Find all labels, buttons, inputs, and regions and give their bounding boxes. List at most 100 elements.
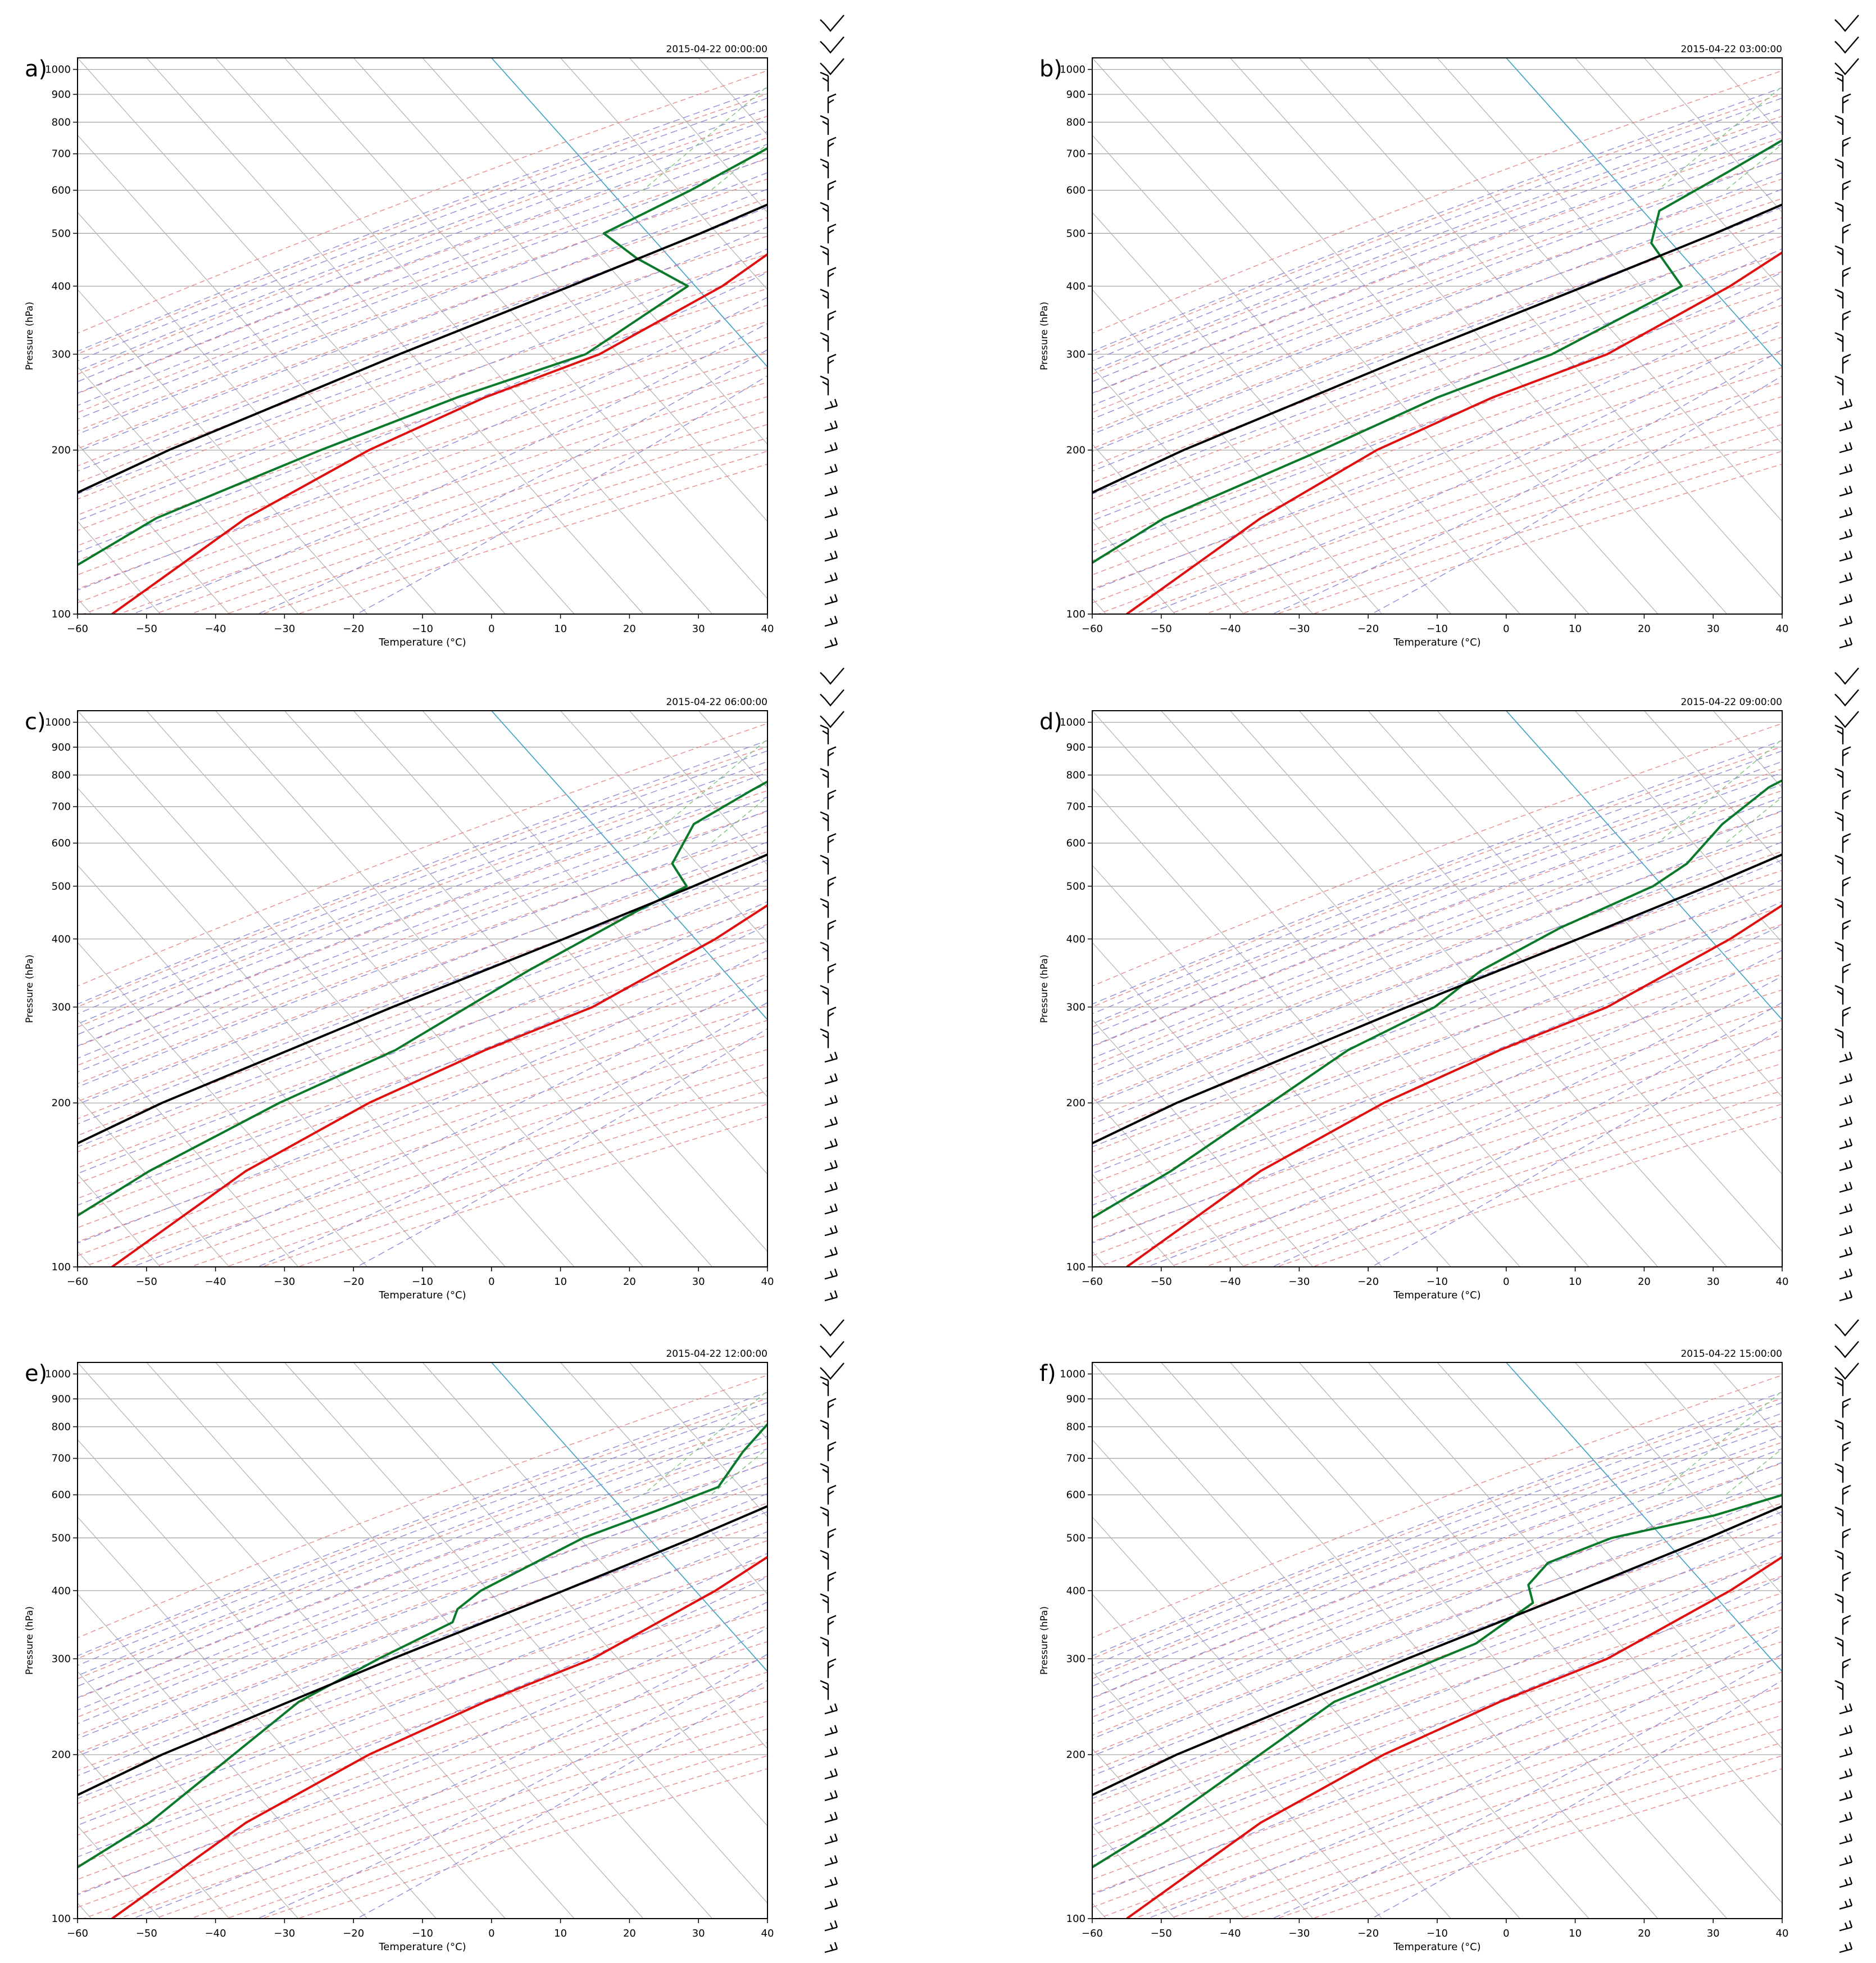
wind-barb [824, 1942, 838, 1953]
wind-barb [827, 920, 837, 940]
wind-barb [1834, 245, 1844, 265]
wind-barb [820, 898, 829, 918]
wind-barb [1834, 158, 1844, 179]
mixing-ratio-line [1862, 711, 1876, 843]
wind-barb [824, 1095, 838, 1106]
isotherm [560, 1362, 767, 1595]
x-tick-label: −40 [1220, 623, 1241, 635]
x-tick-label: 40 [761, 623, 774, 635]
wind-barb [1839, 1095, 1853, 1106]
isotherm [78, 942, 368, 1267]
mixing-ratio-line [891, 711, 938, 843]
moist-adiabat [132, 1627, 767, 1919]
wind-barb [1839, 1833, 1853, 1845]
dry-adiabat [78, 352, 767, 590]
isotherm [146, 1362, 644, 1919]
x-tick-label: 40 [1776, 1276, 1789, 1288]
isotherm [1782, 711, 1876, 1267]
x-axis-label: Temperature (°C) [1393, 1941, 1480, 1953]
dry-adiabat [262, 1103, 767, 1267]
wind-barb [1839, 1203, 1853, 1215]
moist-adiabat [1092, 825, 1782, 1088]
x-axis-label: Temperature (°C) [1393, 637, 1480, 648]
isotherm [560, 58, 767, 290]
isotherm [1161, 1362, 1659, 1919]
dry-adiabat [78, 940, 767, 1184]
plot-frame [1092, 1362, 1783, 1919]
isotherm [284, 1362, 767, 1904]
panel-label: e) [25, 1361, 47, 1387]
dry-adiabat [1092, 70, 1782, 334]
moist-adiabat [78, 1553, 767, 1826]
dry-adiabat [78, 1540, 767, 1788]
y-tick-label: 900 [1066, 742, 1085, 753]
isotherm [1092, 1096, 1244, 1267]
dewpoint-profile [1092, 1493, 1782, 1869]
wind-barb [1834, 1362, 1859, 1380]
wind-barb [824, 1182, 838, 1193]
x-tick-label: −30 [1288, 623, 1310, 635]
x-tick-label: −20 [343, 623, 364, 635]
dry-adiabat [78, 178, 767, 431]
wind-barb [824, 1790, 838, 1801]
wind-barb [824, 616, 838, 627]
wind-barb [1839, 1138, 1853, 1149]
mixing-ratio-line [891, 58, 938, 190]
y-tick-label: 900 [52, 89, 71, 101]
zero-isotherm [491, 58, 767, 368]
dry-adiabat [78, 1558, 767, 1805]
temperature-profile [1126, 251, 1782, 614]
skewt-panel-4: 100 200 300 400 500 600 700 800 900 1000 −60 −50 −40… [0, 1305, 938, 1959]
y-tick-label: 300 [52, 1001, 71, 1013]
zero-isotherm [491, 1362, 767, 1673]
wind-barb [1842, 1528, 1851, 1548]
moist-adiabat [78, 1531, 767, 1800]
dry-adiabat [78, 70, 767, 334]
timestamp: 2015-04-22 09:00:00 [1680, 697, 1782, 708]
dry-adiabat [78, 1521, 767, 1771]
moist-adiabat [78, 272, 767, 553]
isotherm [1368, 1362, 1782, 1826]
isotherm [629, 58, 767, 213]
y-axis-label: Pressure (hPa) [24, 1606, 35, 1675]
wind-barb [820, 158, 829, 179]
wind-barb [827, 1398, 837, 1418]
isotherm [1230, 711, 1728, 1267]
wind-barb [824, 1747, 838, 1758]
y-tick-label: 700 [1066, 801, 1085, 813]
wind-barb [1839, 1747, 1853, 1758]
moist-adiabat [78, 143, 767, 406]
x-tick-label: −60 [1082, 623, 1103, 635]
y-tick-label: 600 [1066, 838, 1085, 849]
isotherm [1015, 58, 1037, 614]
skewt-panel-5: 100 200 300 400 500 600 700 800 900 1000 −60 −50 −40… [1015, 1305, 1876, 1959]
isotherm [1092, 1362, 1589, 1919]
wind-barb [824, 1703, 838, 1715]
dry-adiabat [78, 746, 767, 1008]
x-tick-label: −20 [1357, 623, 1379, 635]
wind-barb [820, 288, 829, 309]
isotherm [1368, 58, 1782, 522]
y-tick-label: 500 [1066, 1532, 1085, 1544]
dry-adiabat [1098, 1034, 1782, 1267]
y-tick-label: 400 [1066, 1585, 1085, 1597]
wind-barb [824, 529, 838, 540]
plot-frame [1092, 57, 1783, 615]
wind-barb [827, 353, 837, 374]
y-tick-label: 500 [52, 228, 71, 239]
wind-barb [820, 667, 844, 685]
dry-adiabat [1169, 1063, 1782, 1267]
moist-adiabat [1092, 1448, 1782, 1711]
parcel-profile [78, 203, 767, 494]
isotherm [1575, 711, 1782, 943]
wind-barb [827, 746, 837, 766]
isotherm [78, 865, 437, 1267]
isotherm [1092, 1748, 1244, 1919]
y-tick-label: 1000 [1060, 717, 1085, 729]
wind-barb [824, 1811, 838, 1823]
dry-adiabat [78, 253, 767, 500]
wind-barb [820, 1506, 829, 1526]
x-tick-label: 30 [692, 1276, 705, 1288]
x-tick-label: −30 [1288, 1276, 1310, 1288]
